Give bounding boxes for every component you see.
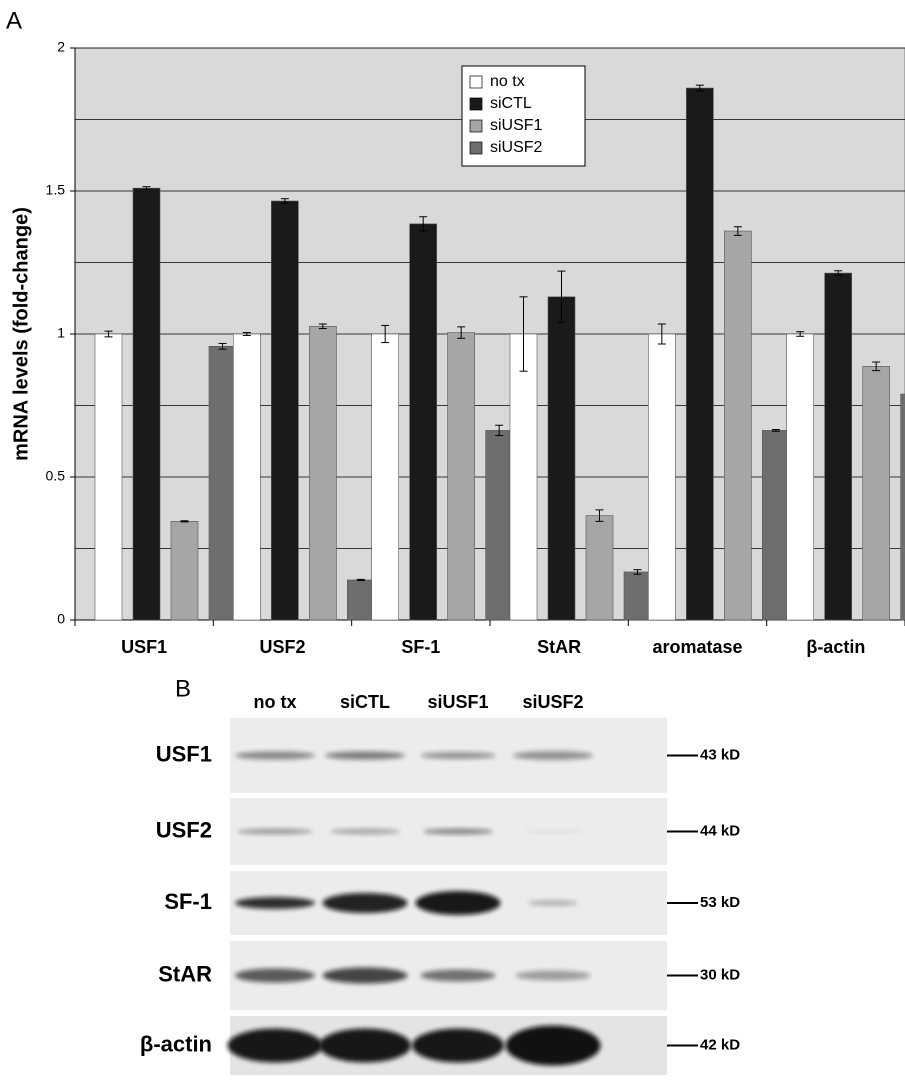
row-label: β-actin <box>140 1031 212 1056</box>
y-tick-label: 2 <box>57 39 65 55</box>
bar <box>901 394 905 620</box>
blot-band <box>235 969 315 983</box>
blot-band <box>325 752 405 760</box>
bar <box>209 346 236 620</box>
blot-band <box>516 971 591 981</box>
row-label: StAR <box>158 961 212 986</box>
bar <box>448 333 475 620</box>
blot-band <box>528 900 578 906</box>
y-tick-label: 1.5 <box>46 182 66 198</box>
x-tick-label: USF2 <box>259 637 305 657</box>
bar <box>410 224 437 620</box>
panel-label: A <box>6 7 22 34</box>
bar <box>586 516 613 620</box>
bar <box>686 88 713 620</box>
y-tick-label: 0.5 <box>46 468 66 484</box>
bar <box>133 188 160 620</box>
bar <box>787 334 814 620</box>
y-tick-label: 0 <box>57 611 65 627</box>
x-tick-label: β-actin <box>806 637 865 657</box>
legend-swatch <box>470 120 482 132</box>
blot-band <box>523 830 583 834</box>
bar <box>510 334 537 620</box>
legend-label: siCTL <box>490 95 532 112</box>
bar <box>233 334 260 620</box>
bar <box>863 366 890 620</box>
blot-band <box>235 897 315 909</box>
row-label: SF-1 <box>164 889 212 914</box>
lane-label: siCTL <box>340 692 390 712</box>
panel-label: B <box>175 675 191 702</box>
legend-swatch <box>470 76 482 88</box>
legend-label: siUSF2 <box>490 139 543 156</box>
blot-band <box>235 752 315 760</box>
size-label: 42 kD <box>700 1036 740 1053</box>
row-label: USF2 <box>156 817 212 842</box>
blot-band <box>421 970 496 982</box>
figure: A B mRNA levels (fold-change) 0 0.5 1 1.5 2 U… <box>0 0 905 1078</box>
blot-band <box>416 891 501 915</box>
y-axis-label: mRNA levels (fold-change) <box>10 207 32 461</box>
bar <box>724 231 751 620</box>
bar <box>548 297 575 620</box>
bar <box>271 201 298 620</box>
blot-band <box>506 1026 601 1066</box>
legend-label: no tx <box>490 73 525 90</box>
lane-label: siUSF2 <box>522 692 583 712</box>
row-label: USF1 <box>156 741 212 766</box>
blot-band <box>412 1029 504 1063</box>
legend-swatch <box>470 98 482 110</box>
x-tick-label: StAR <box>537 637 581 657</box>
size-label: 53 kD <box>700 894 740 911</box>
size-label: 43 kD <box>700 746 740 763</box>
x-tick-label: USF1 <box>121 637 167 657</box>
bar <box>95 334 122 620</box>
blot-band <box>421 752 496 759</box>
bar <box>762 430 789 620</box>
legend: no tx siCTL siUSF1 siUSF2 <box>462 66 585 166</box>
legend-label: siUSF1 <box>490 117 543 134</box>
lane-label: siUSF1 <box>427 692 488 712</box>
blot-band <box>423 829 493 835</box>
y-tick-label: 1 <box>57 325 65 341</box>
legend-swatch <box>470 142 482 154</box>
bar <box>825 273 852 620</box>
size-label: 30 kD <box>700 966 740 983</box>
size-label: 44 kD <box>700 822 740 839</box>
bar <box>347 580 374 620</box>
bar <box>171 521 198 620</box>
blot-band <box>319 1029 411 1063</box>
x-tick-label: aromatase <box>652 637 742 657</box>
page: A B mRNA levels (fold-change) 0 0.5 1 1.5 2 U… <box>0 0 905 1083</box>
blot-band <box>228 1029 323 1063</box>
bar <box>372 334 399 620</box>
blot-band <box>513 751 593 760</box>
bar <box>624 572 651 620</box>
blot-band <box>238 829 313 835</box>
blot-band <box>323 968 408 984</box>
x-tick-label: SF-1 <box>401 637 440 657</box>
lane-label: no tx <box>254 692 297 712</box>
bar <box>309 326 336 620</box>
blot-band <box>330 829 400 835</box>
bar <box>648 334 675 620</box>
bar <box>486 430 513 620</box>
blot-band <box>323 893 408 913</box>
